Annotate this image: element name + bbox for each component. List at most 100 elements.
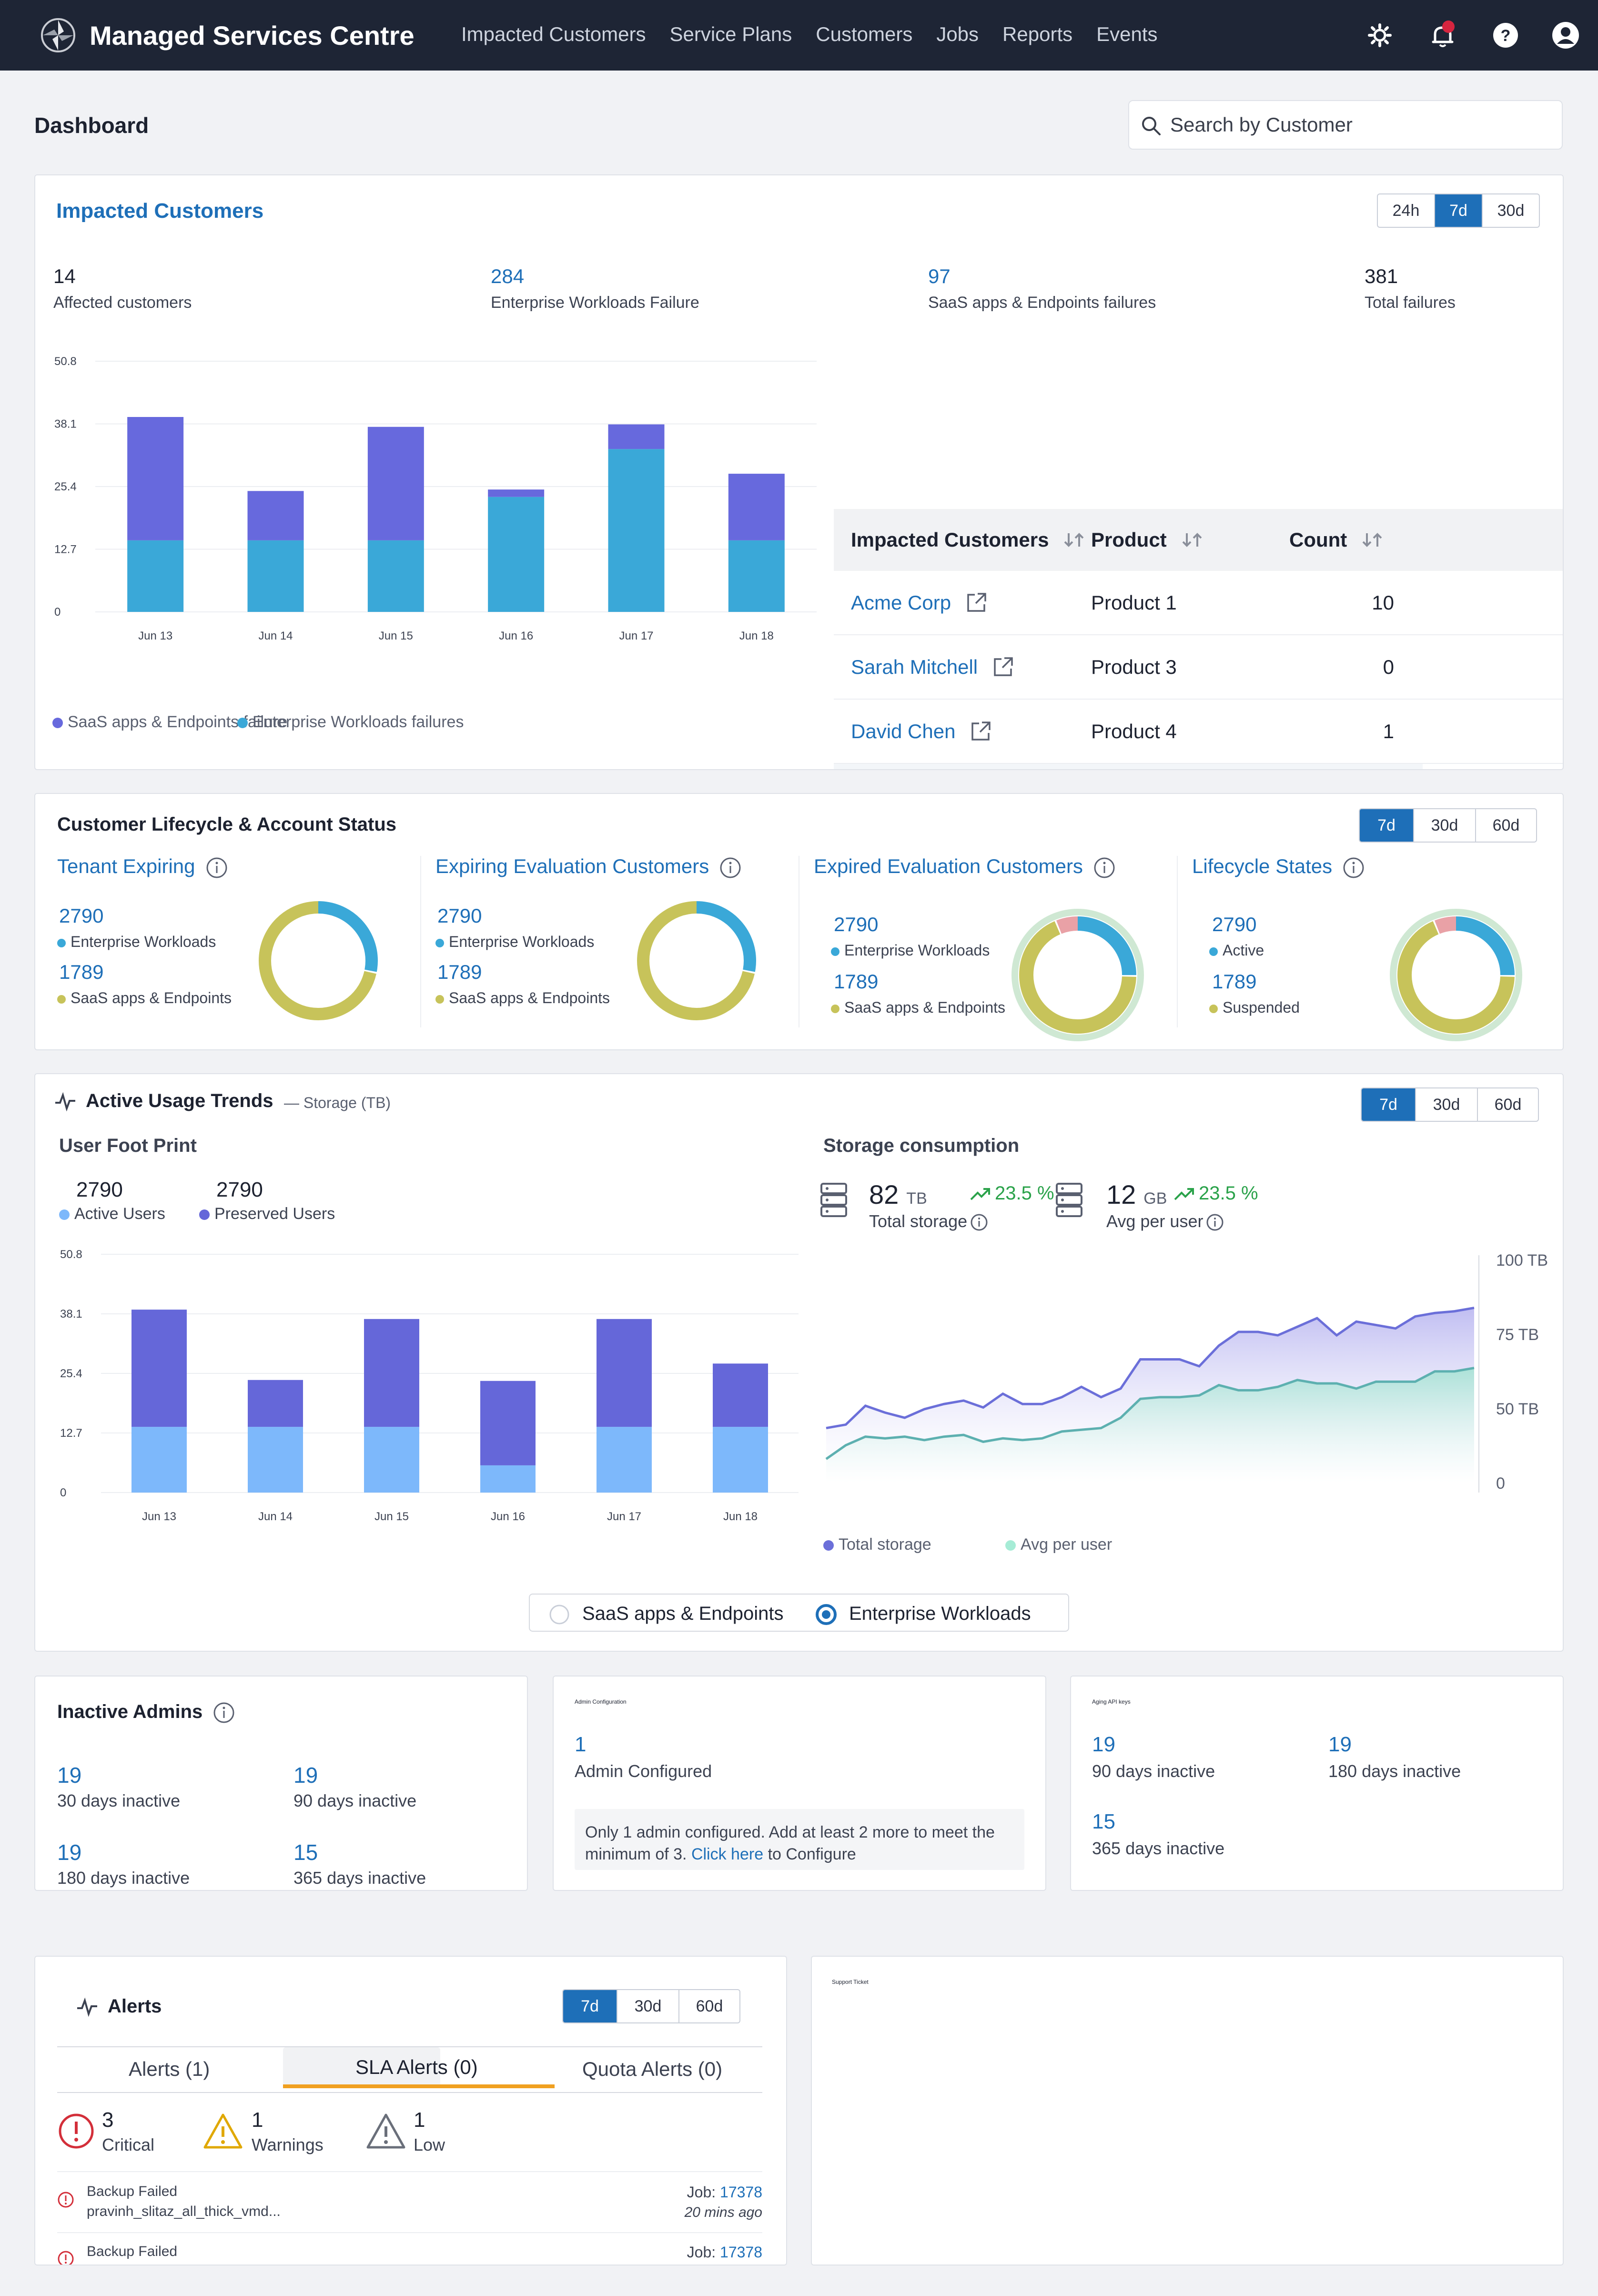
lifecycle-panel-title[interactable]: Tenant Expiring xyxy=(57,855,228,879)
svg-text:?: ? xyxy=(1501,27,1511,45)
nav-service-plans[interactable]: Service Plans xyxy=(669,23,792,45)
range-60d[interactable]: 60d xyxy=(1475,809,1536,842)
nav-reports[interactable]: Reports xyxy=(1002,23,1073,45)
nav-impacted-customers[interactable]: Impacted Customers xyxy=(461,23,646,45)
table-row[interactable]: Maria GarciaProduct 510 xyxy=(834,764,1563,769)
notifications-bell-icon[interactable] xyxy=(1428,20,1457,50)
alert-item[interactable]: Backup Failed Job: 17378 xyxy=(57,2233,762,2265)
range-60d[interactable]: 60d xyxy=(1477,1088,1538,1121)
stat-saas-failure-value[interactable]: 97 xyxy=(928,265,951,287)
range-7d[interactable]: 7d xyxy=(1434,194,1482,227)
range-30d[interactable]: 30d xyxy=(1413,809,1475,842)
count-cell: 10 xyxy=(1275,764,1423,769)
stat-affected-customers-value: 14 xyxy=(53,265,76,287)
range-7d[interactable]: 7d xyxy=(1360,809,1413,842)
impacted-customers-title[interactable]: Impacted Customers xyxy=(56,199,264,223)
trend-up-icon xyxy=(1174,1188,1194,1200)
range-60d[interactable]: 60d xyxy=(678,1990,739,2022)
aging-api-keys-card: Aging API keys 19 90 days inactive 19 18… xyxy=(1070,1676,1564,1891)
lifecycle-b-value[interactable]: 1789 xyxy=(834,970,879,993)
tab-sla-alerts[interactable]: SLA Alerts (0) xyxy=(355,2056,478,2078)
external-link-icon[interactable] xyxy=(965,592,987,614)
footprint-title: User Foot Print xyxy=(59,1135,197,1156)
external-link-icon[interactable] xyxy=(970,721,991,742)
col-impacted-customers[interactable]: Impacted Customers xyxy=(834,509,1091,571)
sort-icon[interactable] xyxy=(1063,530,1087,549)
lifecycle-donut-chart xyxy=(1011,909,1144,1041)
col-count[interactable]: Count xyxy=(1275,509,1423,571)
table-row[interactable]: Acme Corp Product 1 10 xyxy=(834,571,1563,635)
table-row[interactable]: David Chen Product 4 1 xyxy=(834,700,1563,764)
sort-icon[interactable] xyxy=(1361,530,1385,549)
activity-icon xyxy=(55,1092,75,1112)
table-row[interactable]: Sarah Mitchell Product 3 0 xyxy=(834,635,1563,700)
search-input[interactable] xyxy=(1170,113,1547,136)
api-90-value[interactable]: 19 xyxy=(1092,1733,1115,1756)
range-24h[interactable]: 24h xyxy=(1392,201,1420,220)
info-icon xyxy=(971,1214,988,1231)
admin-365-value[interactable]: 15 xyxy=(293,1840,318,1865)
lifecycle-b-value[interactable]: 1789 xyxy=(1212,970,1257,993)
lifecycle-a-value[interactable]: 2790 xyxy=(59,904,104,927)
user-avatar-icon[interactable] xyxy=(1551,21,1580,50)
search-box[interactable] xyxy=(1128,100,1563,150)
lifecycle-panel-title[interactable]: Expired Evaluation Customers xyxy=(814,855,1115,879)
nav-customers[interactable]: Customers xyxy=(816,23,913,45)
admin-90-value[interactable]: 19 xyxy=(293,1763,318,1788)
lifecycle-a-value[interactable]: 2790 xyxy=(834,913,879,935)
customer-link[interactable]: Sarah Mitchell xyxy=(851,655,978,678)
lifecycle-panel-title[interactable]: Expiring Evaluation Customers xyxy=(435,855,741,879)
external-link-icon[interactable] xyxy=(992,656,1014,678)
admin-configured-value[interactable]: 1 xyxy=(575,1733,587,1756)
storage-legend-avg: Avg per user xyxy=(1005,1535,1112,1554)
nav-events[interactable]: Events xyxy=(1096,23,1158,45)
col-product[interactable]: Product xyxy=(1091,509,1275,571)
radio-unchecked-icon xyxy=(549,1605,569,1625)
api-365-value[interactable]: 15 xyxy=(1092,1810,1115,1833)
range-30d[interactable]: 30d xyxy=(617,1990,678,2022)
range-30d[interactable]: 30d xyxy=(1482,194,1539,227)
failures-legend: SaaS apps & Endpoints failure xyxy=(52,713,287,731)
legend-swatch-preserved-users xyxy=(199,1209,210,1220)
admin-180-value[interactable]: 19 xyxy=(57,1840,82,1865)
x-tick-label: Jun 14 xyxy=(258,1510,293,1523)
api-180-value[interactable]: 19 xyxy=(1328,1733,1352,1756)
configure-link[interactable]: Click here xyxy=(691,1845,764,1863)
range-7d[interactable]: 7d xyxy=(1362,1088,1415,1121)
job-link[interactable]: 17378 xyxy=(720,2244,762,2261)
y-tick-label: 12.7 xyxy=(60,1427,82,1440)
tab-quota-alerts[interactable]: Quota Alerts (0) xyxy=(582,2058,723,2080)
job-link[interactable]: 17378 xyxy=(720,2184,762,2201)
toggle-enterprise[interactable]: Enterprise Workloads xyxy=(816,1603,1031,1625)
search-icon xyxy=(1142,117,1161,135)
customer-link[interactable]: Acme Corp xyxy=(851,591,951,614)
stat-enterprise-failure-value[interactable]: 284 xyxy=(491,265,525,287)
lifecycle-a-value[interactable]: 2790 xyxy=(437,904,482,927)
lifecycle-b-value[interactable]: 1789 xyxy=(437,961,482,983)
range-30d[interactable]: 30d xyxy=(1415,1088,1477,1121)
lifecycle-a-value[interactable]: 2790 xyxy=(1212,913,1257,935)
customer-link[interactable]: David Chen xyxy=(851,720,956,742)
sort-icon[interactable] xyxy=(1181,530,1205,549)
lifecycle-a-label: Enterprise Workloads xyxy=(831,942,990,959)
bar-segment xyxy=(608,424,665,449)
help-icon[interactable]: ? xyxy=(1491,21,1520,50)
lifecycle-panel-title[interactable]: Lifecycle States xyxy=(1192,855,1365,879)
nav-jobs[interactable]: Jobs xyxy=(936,23,979,45)
donut-segment-b xyxy=(259,901,378,1020)
usage-trends-card: Active Usage Trends — Storage (TB) 7d 30… xyxy=(34,1073,1564,1652)
toggle-saas[interactable]: SaaS apps & Endpoints xyxy=(549,1603,784,1625)
tab-alerts[interactable]: Alerts (1) xyxy=(129,2058,210,2080)
impacted-customers-table: Impacted Customers Product Count Acme Co… xyxy=(834,509,1563,769)
y-tick-label: 0 xyxy=(54,606,61,619)
count-cell: 10 xyxy=(1372,591,1394,614)
bar-segment xyxy=(247,540,304,612)
api-keys-title: Aging API keys xyxy=(1092,1698,1131,1705)
alert-item[interactable]: Backup Failed pravinh_slitaz_all_thick_v… xyxy=(57,2171,762,2232)
range-7d[interactable]: 7d xyxy=(563,1990,617,2022)
bar-segment xyxy=(728,474,785,540)
settings-icon[interactable] xyxy=(1365,21,1394,50)
failures-bar-chart: 0 12.7 25.4 38.1 50.8 Jun 13 Jun 14 Jun 15 Jun 1… xyxy=(54,355,817,642)
admin-30-value[interactable]: 19 xyxy=(57,1763,82,1788)
lifecycle-b-value[interactable]: 1789 xyxy=(59,961,104,983)
